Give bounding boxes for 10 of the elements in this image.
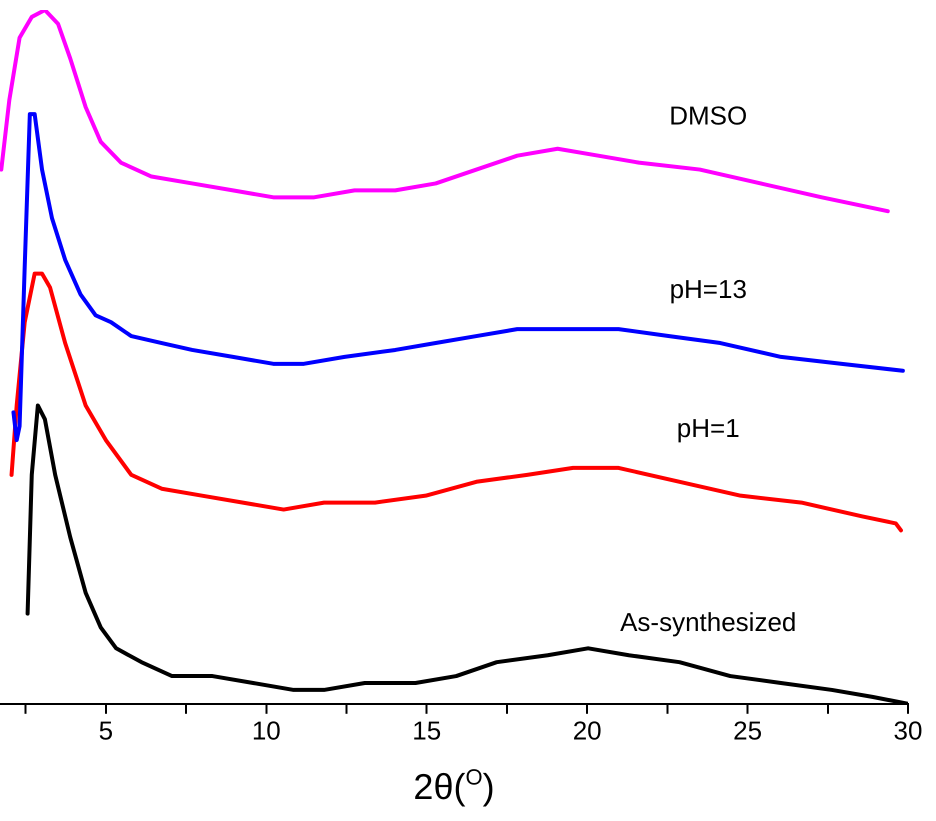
x-tick-label: 20 [572, 716, 602, 746]
x-tick-label: 5 [98, 716, 114, 746]
x-tick-label: 15 [412, 716, 442, 746]
x-tick-label: 10 [252, 716, 281, 746]
x-tick-label: 25 [733, 716, 762, 746]
series-label: pH=13 [670, 274, 747, 304]
x-tick-label: 30 [894, 716, 922, 746]
series-label: DMSO [669, 100, 748, 131]
series-label: pH=1 [676, 412, 740, 443]
series-label: As-synthesized [620, 607, 796, 638]
